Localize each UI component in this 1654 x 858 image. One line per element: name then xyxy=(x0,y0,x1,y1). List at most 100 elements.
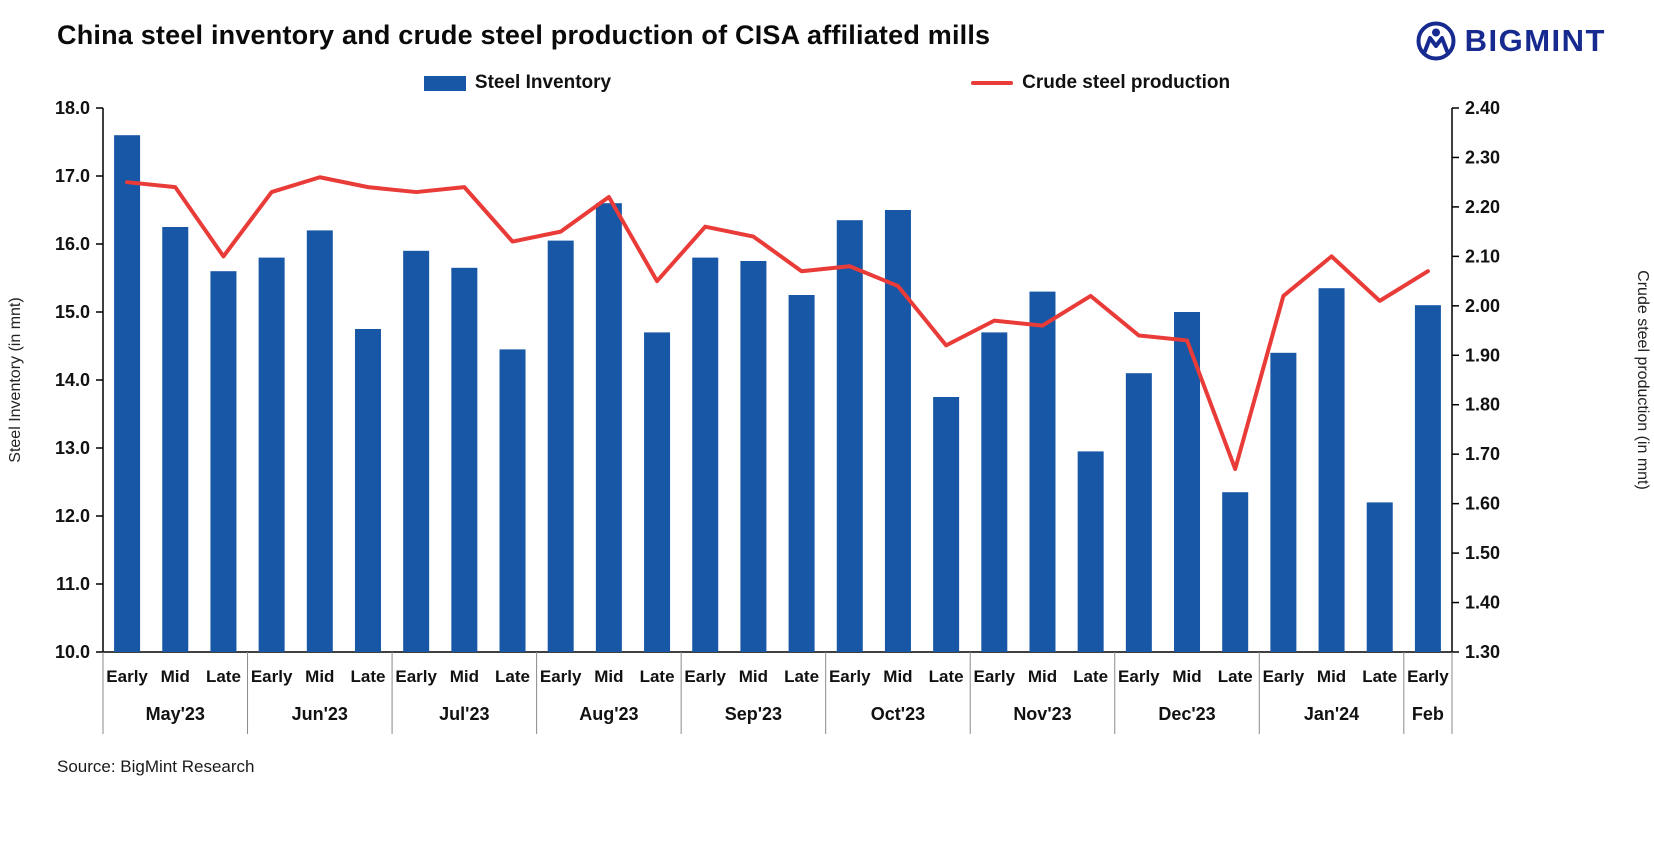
left-tick-label: 15.0 xyxy=(55,302,90,322)
legend-bar-swatch xyxy=(423,75,466,91)
legend-label-production: Crude steel production xyxy=(1022,72,1231,93)
period-label: Early xyxy=(395,667,437,686)
inventory-bar xyxy=(1270,352,1297,652)
right-tick-label: 2.10 xyxy=(1465,246,1500,266)
period-label: Early xyxy=(1263,667,1305,686)
inventory-bar xyxy=(644,332,671,652)
period-label: Late xyxy=(495,667,530,686)
right-tick-label: 1.80 xyxy=(1465,395,1500,415)
right-tick-label: 1.50 xyxy=(1465,543,1500,563)
month-label: Jan'24 xyxy=(1304,704,1359,724)
inventory-bar xyxy=(258,257,285,652)
bigmint-logo-icon xyxy=(1416,21,1456,61)
legend-label-inventory: Steel Inventory xyxy=(474,72,612,93)
right-axis-title: Crude steel production (in mnt) xyxy=(1634,270,1651,490)
month-label: May'23 xyxy=(146,704,205,724)
inventory-bar xyxy=(981,332,1008,652)
period-label: Mid xyxy=(305,667,334,686)
month-label: Jun'23 xyxy=(292,704,348,724)
left-tick-label: 14.0 xyxy=(55,370,90,390)
left-tick-label: 13.0 xyxy=(55,438,90,458)
period-label: Late xyxy=(1218,667,1253,686)
month-label: Aug'23 xyxy=(579,704,638,724)
right-tick-label: 1.40 xyxy=(1465,593,1500,613)
left-tick-label: 10.0 xyxy=(55,642,90,662)
inventory-bar xyxy=(451,267,478,652)
inventory-bar xyxy=(1077,451,1104,652)
chart-area: 10.0 11.0 12.0 13.0 14.0 15.0 16.0 17.0 18.0 1.30… xyxy=(0,96,1654,751)
period-label: Early xyxy=(106,667,148,686)
inventory-bar xyxy=(403,250,430,653)
inventory-bar xyxy=(1414,305,1441,652)
inventory-bar xyxy=(1125,373,1152,652)
period-label: Mid xyxy=(1317,667,1346,686)
period-label: Late xyxy=(640,667,675,686)
legend-item-production: Crude steel production xyxy=(971,72,1230,94)
page-title: China steel inventory and crude steel pr… xyxy=(57,20,991,50)
period-label: Late xyxy=(350,667,385,686)
inventory-bar xyxy=(547,240,574,652)
inventory-bar xyxy=(1366,502,1393,652)
period-label: Early xyxy=(251,667,293,686)
inventory-bar xyxy=(1222,492,1249,652)
right-tick-label: 2.30 xyxy=(1465,147,1500,167)
inventory-bar xyxy=(114,135,141,652)
period-label: Early xyxy=(829,667,871,686)
period-label: Early xyxy=(1118,667,1160,686)
period-label: Late xyxy=(206,667,241,686)
inventory-bar xyxy=(836,220,863,652)
right-tick-label: 1.60 xyxy=(1465,494,1500,514)
inventory-bar xyxy=(884,210,911,652)
production-line xyxy=(125,175,1430,472)
brand-name: BIGMINT xyxy=(1464,23,1606,58)
combo-chart: 10.0 11.0 12.0 13.0 14.0 15.0 16.0 17.0 18.0 1.30… xyxy=(7,98,1651,734)
left-tick-label: 11.0 xyxy=(56,574,90,594)
source-note: Source: BigMint Research xyxy=(57,757,255,776)
month-label: Feb xyxy=(1412,704,1444,724)
inventory-bar xyxy=(499,349,526,652)
period-label: Mid xyxy=(1172,667,1201,686)
inventory-bar xyxy=(740,261,767,652)
inventory-bar xyxy=(354,329,381,652)
right-tick-label: 1.30 xyxy=(1465,642,1500,662)
month-label: Oct'23 xyxy=(871,704,925,724)
period-label: Mid xyxy=(450,667,479,686)
left-tick-label: 12.0 xyxy=(55,506,90,526)
inventory-bar xyxy=(162,227,189,652)
inventory-bar xyxy=(692,257,719,652)
month-label: Sep'23 xyxy=(725,704,782,724)
period-label: Early xyxy=(974,667,1016,686)
right-tick-label: 2.40 xyxy=(1465,98,1500,118)
inventory-bar xyxy=(933,397,960,652)
right-tick-label: 1.70 xyxy=(1465,444,1500,464)
period-label: Early xyxy=(684,667,726,686)
inventory-bar xyxy=(595,203,622,652)
right-tick-label: 2.20 xyxy=(1465,197,1500,217)
inventory-bar xyxy=(788,295,815,652)
inventory-bar xyxy=(210,271,237,652)
inventory-bar xyxy=(306,230,333,652)
right-tick-label: 2.00 xyxy=(1465,296,1500,316)
month-label: Nov'23 xyxy=(1013,704,1071,724)
left-axis-title: Steel Inventory (in mnt) xyxy=(7,297,24,462)
period-label: Early xyxy=(540,667,582,686)
inventory-bar xyxy=(1029,291,1056,652)
month-label: Jul'23 xyxy=(439,704,489,724)
period-label: Late xyxy=(929,667,964,686)
footer: Source: BigMint Research xyxy=(0,751,1654,777)
legend-item-inventory: Steel Inventory xyxy=(423,72,612,94)
brand-logo: BIGMINT xyxy=(1415,20,1606,62)
chart-legend: Steel Inventory Crude steel production xyxy=(0,72,1654,94)
period-label: Late xyxy=(784,667,819,686)
period-label: Mid xyxy=(739,667,768,686)
header: China steel inventory and crude steel pr… xyxy=(0,0,1654,62)
period-label: Late xyxy=(1362,667,1397,686)
inventory-bar xyxy=(1318,288,1345,652)
period-label: Mid xyxy=(883,667,912,686)
right-tick-label: 1.90 xyxy=(1465,345,1500,365)
period-label: Mid xyxy=(161,667,190,686)
period-label: Early xyxy=(1407,667,1449,686)
month-label: Dec'23 xyxy=(1158,704,1215,724)
legend-line-swatch xyxy=(971,81,1014,85)
period-label: Late xyxy=(1073,667,1108,686)
